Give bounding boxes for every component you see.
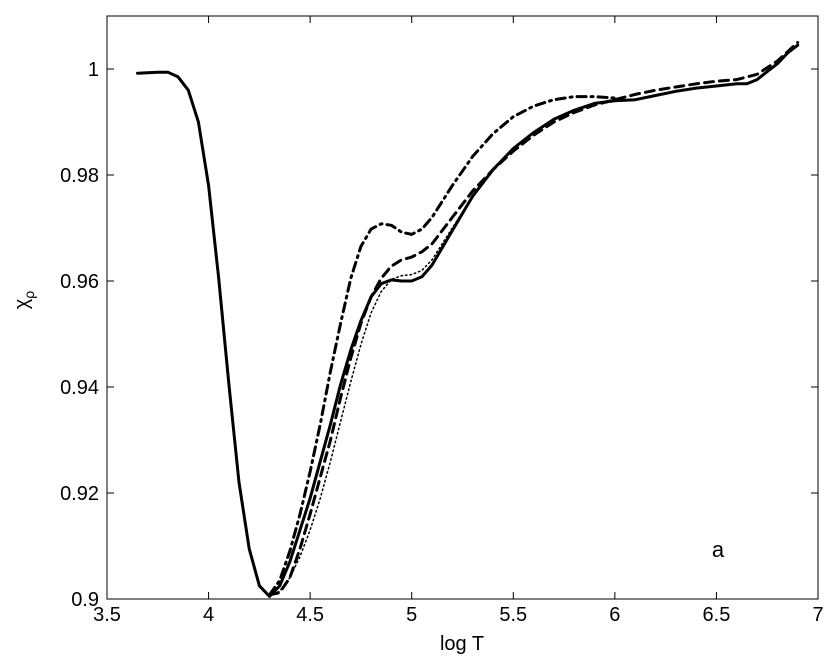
y-axis-label-sub: ρ: [21, 291, 37, 299]
x-tick-label: 6.5: [703, 604, 731, 626]
x-axis-label: log T: [440, 633, 484, 655]
y-tick-label: 0.9: [71, 589, 99, 611]
axis-ticks: 3.5 4 4.5 5 5.5 6 6.5 7 0.9 0.92 0.94 0.96 0.98 1: [60, 16, 824, 626]
x-tick-label: 4: [203, 604, 214, 626]
series-group: [136, 41, 800, 598]
x-tick-label: 6: [609, 604, 620, 626]
plot-frame: [106, 15, 819, 600]
y-axis-label: χρ: [11, 291, 37, 310]
y-tick-label: 0.92: [60, 483, 99, 505]
y-tick-label: 0.96: [60, 271, 99, 293]
y-tick-label: 0.98: [60, 165, 99, 187]
series-line-dashed: [268, 41, 800, 597]
y-tick-label: 0.94: [60, 377, 99, 399]
series-line-dotted: [268, 131, 535, 598]
x-tick-label: 7: [812, 604, 823, 626]
panel-annotation: a: [712, 537, 725, 562]
x-tick-label: 4.5: [296, 604, 324, 626]
x-tick-label: 5.5: [499, 604, 527, 626]
series-line-dashdot: [268, 95, 617, 597]
y-tick-label: 1: [88, 59, 99, 81]
series-line-solid: [136, 43, 800, 598]
x-tick-label: 3.5: [93, 604, 121, 626]
x-tick-label: 5: [406, 604, 417, 626]
y-axis-label-main: χ: [11, 298, 33, 309]
